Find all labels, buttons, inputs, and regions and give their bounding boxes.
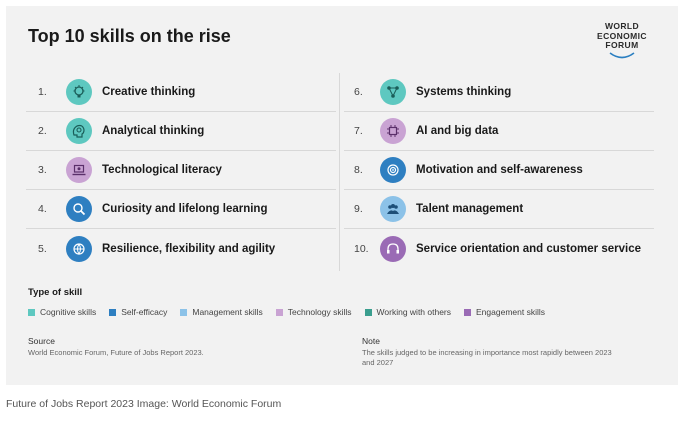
note-title: Note xyxy=(362,336,380,346)
skill-rank: 9. xyxy=(354,203,363,215)
logo-line-3: FORUM xyxy=(605,40,639,50)
legend-label: Self-efficacy xyxy=(121,307,168,317)
target-icon xyxy=(380,157,406,183)
skill-rank: 3. xyxy=(38,164,47,176)
skill-row: 3. Technological literacy xyxy=(26,151,336,190)
legend-swatch xyxy=(109,308,117,316)
skill-label: Service orientation and customer service xyxy=(416,242,641,255)
skill-row: 10. Service orientation and customer ser… xyxy=(344,229,654,268)
laptop-icon xyxy=(66,157,92,183)
skill-rank: 5. xyxy=(38,242,47,255)
skill-rank: 6. xyxy=(354,86,363,98)
skill-rank: 1. xyxy=(38,86,47,98)
skill-label: AI and big data xyxy=(416,125,499,137)
image-caption: Future of Jobs Report 2023 Image: World … xyxy=(6,398,282,410)
source-text: World Economic Forum, Future of Jobs Rep… xyxy=(28,348,204,357)
source-title: Source xyxy=(28,336,55,346)
skill-row: 2. Analytical thinking xyxy=(26,112,336,151)
logo-arc-icon xyxy=(609,51,635,58)
skill-rank: 8. xyxy=(354,164,363,176)
brain-gear-icon xyxy=(66,118,92,144)
skill-row: 5. Resilience, flexibility and agility xyxy=(26,229,336,268)
skill-label: Analytical thinking xyxy=(102,125,205,137)
network-icon xyxy=(380,79,406,105)
skill-rank: 10. xyxy=(354,242,369,255)
skills-column-right: 6. Systems thinking 7. AI and big data 8… xyxy=(344,73,654,268)
infographic-card: Top 10 skills on the rise WORLD ECONOMIC… xyxy=(6,6,678,385)
globe-arrows-icon xyxy=(66,235,92,262)
legend-label: Working with others xyxy=(376,307,452,317)
legend-item: Management skills xyxy=(180,307,263,317)
logo-line-2: ECONOMIC xyxy=(597,30,647,41)
legend-swatch xyxy=(275,308,283,316)
legend: Cognitive skills Self-efficacy Managemen… xyxy=(28,307,545,317)
page-title: Top 10 skills on the rise xyxy=(28,26,231,46)
skill-row: 4. Curiosity and lifelong learning xyxy=(26,190,336,229)
people-icon xyxy=(380,196,406,222)
legend-item: Self-efficacy xyxy=(109,307,167,317)
legend-label: Engagement skills xyxy=(476,307,545,317)
magnifier-icon xyxy=(66,196,92,222)
skill-row: 7. AI and big data xyxy=(344,112,654,151)
lightbulb-head-icon xyxy=(66,79,92,105)
legend-label: Technology skills xyxy=(287,307,352,317)
logo-line-1: WORLD xyxy=(604,21,640,31)
legend-title: Type of skill xyxy=(28,287,83,298)
legend-label: Cognitive skills xyxy=(40,307,97,317)
legend-item: Engagement skills xyxy=(464,307,545,317)
skill-row: 6. Systems thinking xyxy=(344,73,654,112)
legend-swatch xyxy=(364,308,372,316)
legend-item: Working with others xyxy=(364,307,452,317)
note-text: The skills judged to be increasing in im… xyxy=(362,348,612,367)
column-divider xyxy=(339,73,340,271)
skill-row: 1. Creative thinking xyxy=(26,73,336,112)
legend-swatch xyxy=(28,308,35,316)
legend-swatch xyxy=(464,308,472,316)
skills-column-left: 1. Creative thinking 2. Analytical think… xyxy=(26,73,336,268)
skill-label: Curiosity and lifelong learning xyxy=(102,203,268,215)
skill-row: 8. Motivation and self-awareness xyxy=(344,151,654,190)
legend-label: Management skills xyxy=(192,307,263,317)
headset-icon xyxy=(380,235,406,262)
legend-item: Cognitive skills xyxy=(28,307,96,317)
skill-rank: 7. xyxy=(354,125,363,137)
wef-logo: WORLD ECONOMIC FORUM xyxy=(594,21,650,60)
skill-rank: 2. xyxy=(38,125,47,137)
chip-icon xyxy=(380,118,406,144)
skill-rank: 4. xyxy=(38,203,47,215)
skill-label: Technological literacy xyxy=(102,164,222,176)
skill-label: Motivation and self-awareness xyxy=(416,164,583,176)
legend-swatch xyxy=(180,308,188,316)
skill-label: Systems thinking xyxy=(416,86,512,98)
legend-item: Technology skills xyxy=(275,307,352,317)
skill-label: Creative thinking xyxy=(102,86,196,98)
skill-row: 9. Talent management xyxy=(344,190,654,229)
skill-label: Resilience, flexibility and agility xyxy=(102,242,276,255)
skill-label: Talent management xyxy=(416,203,524,215)
